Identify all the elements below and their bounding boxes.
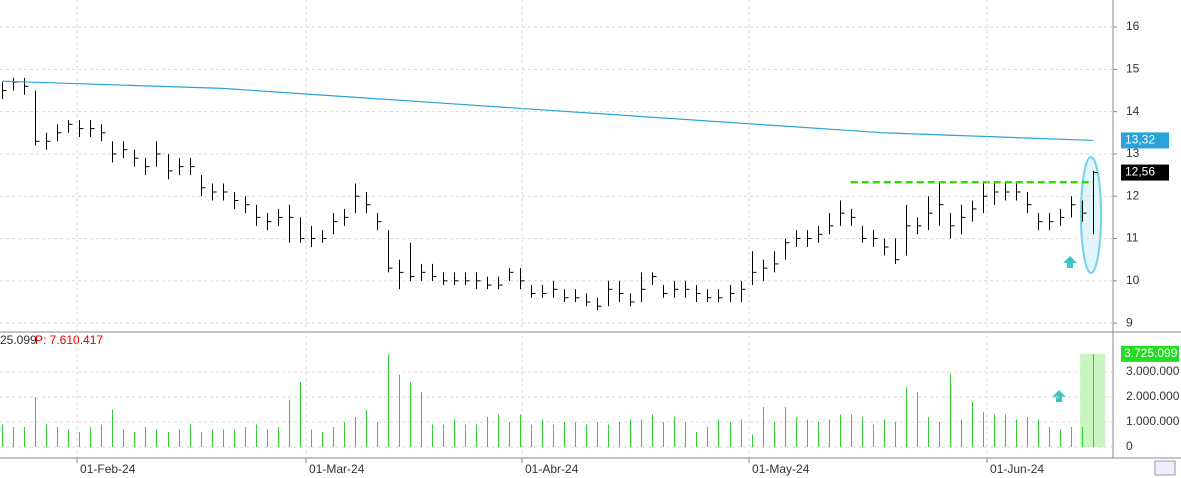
y-tick-label: 0 [1126,439,1133,453]
ma-label-box [1121,132,1169,149]
y-tick-label: 15 [1126,62,1140,76]
x-tick-label: 01-May-24 [752,462,810,476]
x-tick-label: 01-Abr-24 [525,462,579,476]
up-arrow [1052,390,1066,402]
volume-label-box [1121,345,1179,362]
volume-highlight [1080,353,1106,447]
volume-value-label: 3.725.099 [1124,346,1178,360]
y-tick-label: 13 [1126,146,1140,160]
y-tick-label: 14 [1126,104,1140,118]
close-value-label: 12,56 [1125,165,1155,179]
scroll-button[interactable] [1154,460,1176,476]
volume-legend-p: P: 7.610.417 [35,333,103,347]
y-tick-label: 12 [1126,188,1140,202]
volume-legend: 25.099 [0,333,37,347]
y-tick-label: 1.000.000 [1126,414,1180,428]
x-tick-label: 01-Jun-24 [990,462,1044,476]
highlight-ellipse [1080,156,1102,274]
x-tick-label: 01-Feb-24 [80,462,136,476]
ma-value-label: 13,32 [1125,133,1155,147]
y-tick-label: 3.000.000 [1126,364,1180,378]
y-tick-label: 11 [1126,231,1139,245]
up-arrow [1063,256,1077,268]
moving-average [2,80,1094,142]
x-tick-label: 01-Mar-24 [309,462,365,476]
y-tick-label: 2.000.000 [1126,389,1180,403]
y-tick-label: 16 [1126,19,1140,33]
y-tick-label: 10 [1126,273,1140,287]
y-tick-label: 9 [1126,315,1133,329]
close-label-box [1121,164,1169,181]
